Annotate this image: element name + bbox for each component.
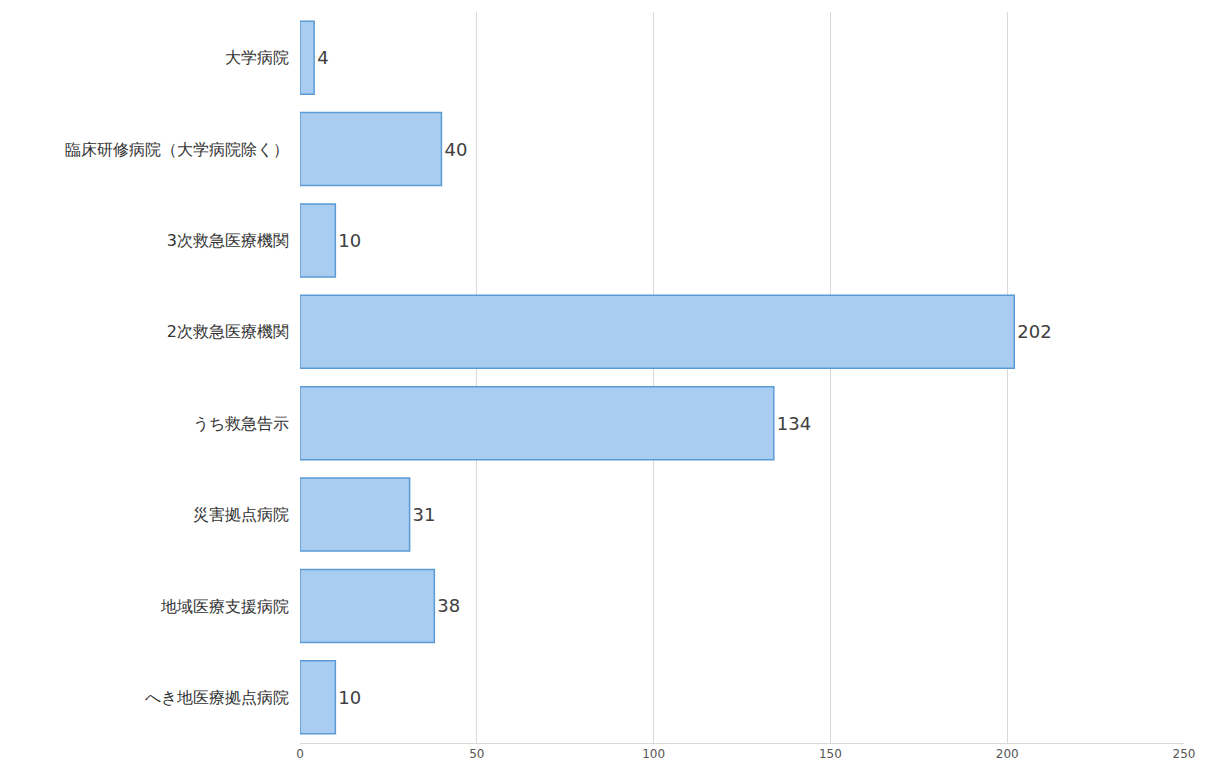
svg-text:0: 0: [296, 747, 304, 761]
svg-text:地域医療支援病院: 地域医療支援病院: [160, 597, 289, 616]
svg-text:2次救急医療機関: 2次救急医療機関: [167, 322, 289, 341]
svg-text:150: 150: [819, 747, 842, 761]
svg-text:200: 200: [996, 747, 1019, 761]
svg-text:250: 250: [1173, 747, 1196, 761]
svg-text:134: 134: [777, 413, 811, 434]
svg-text:202: 202: [1017, 321, 1051, 342]
svg-text:31: 31: [413, 504, 436, 525]
svg-text:3次救急医療機関: 3次救急医療機関: [167, 231, 289, 250]
svg-text:うち救急告示: うち救急告示: [193, 414, 289, 433]
svg-text:臨床研修病院（大学病院除く）: 臨床研修病院（大学病院除く）: [65, 140, 289, 159]
svg-text:大学病院: 大学病院: [225, 48, 289, 67]
svg-text:へき地医療拠点病院: へき地医療拠点病院: [145, 688, 289, 707]
svg-text:10: 10: [338, 687, 361, 708]
svg-text:災害拠点病院: 災害拠点病院: [193, 505, 289, 524]
svg-text:40: 40: [444, 139, 467, 160]
svg-text:100: 100: [642, 747, 665, 761]
svg-text:38: 38: [437, 595, 460, 616]
svg-text:4: 4: [317, 47, 328, 68]
svg-text:50: 50: [469, 747, 484, 761]
svg-text:10: 10: [338, 230, 361, 251]
